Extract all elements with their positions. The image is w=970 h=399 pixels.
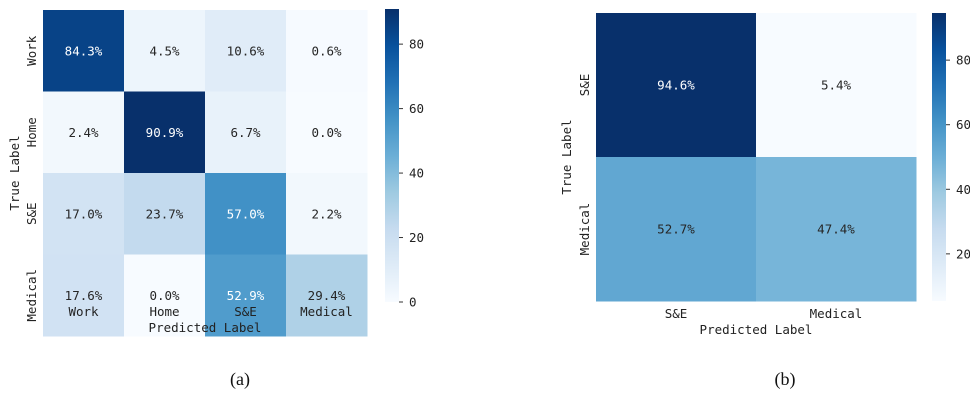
- colorbar-tick-label: 60: [409, 101, 424, 116]
- colorbar-tick-label: 80: [409, 37, 424, 52]
- y-tick-label: Home: [24, 117, 39, 147]
- heatmap-cell: [596, 13, 757, 158]
- heatmap-cell: [124, 10, 206, 92]
- colorbar-tick-label: 20: [956, 246, 970, 261]
- y-tick-label: S&E: [24, 202, 39, 225]
- cell-value-label: 47.4%: [817, 222, 855, 237]
- cell-value-label: 23.7%: [146, 206, 184, 221]
- cell-value-label: 17.0%: [65, 206, 103, 221]
- panel-label: (a): [230, 369, 250, 390]
- cell-value-label: 52.7%: [657, 222, 695, 237]
- x-tick-label: Medical: [810, 306, 863, 321]
- x-axis-label: Predicted Label: [700, 322, 813, 337]
- x-tick-label: Medical: [300, 304, 353, 319]
- heatmap-cell: [756, 13, 917, 158]
- heatmap-cell: [43, 173, 125, 255]
- y-tick-label: S&E: [577, 74, 592, 97]
- heatmap-cell: [286, 254, 368, 337]
- heatmap-cell: [43, 254, 125, 337]
- heatmap-cell: [205, 91, 287, 174]
- heatmap-cell: [205, 254, 287, 337]
- cell-value-label: 90.9%: [146, 125, 184, 140]
- cell-value-label: 2.2%: [311, 206, 342, 221]
- cell-value-label: 0.0%: [311, 125, 342, 140]
- heatmap-cell: [124, 91, 206, 174]
- heatmap-cell: [756, 157, 917, 302]
- x-tick-label: Home: [149, 304, 179, 319]
- heatmap-cell: [286, 10, 368, 92]
- cell-value-label: 17.6%: [65, 288, 103, 303]
- heatmap-cell: [596, 157, 757, 302]
- cell-value-label: 0.6%: [311, 43, 342, 58]
- heatmap-cell: [205, 173, 287, 255]
- y-axis-label: True Label: [559, 119, 574, 194]
- y-tick-label: Medical: [577, 203, 592, 256]
- heatmap-cell: [286, 173, 368, 255]
- colorbar-tick-label: 80: [956, 53, 970, 68]
- colorbar-tick-label: 40: [409, 166, 424, 181]
- heatmap-cell: [43, 10, 125, 92]
- cell-value-label: 5.4%: [821, 78, 852, 93]
- cell-value-label: 84.3%: [65, 43, 103, 58]
- y-tick-label: Medical: [24, 269, 39, 322]
- panel-label: (b): [775, 369, 796, 390]
- confusion-matrix-a: 84.3% 4.5% 10.6% 0.6% 2.4% 90.9% 6.7% 0.0% 17.0%…: [7, 9, 424, 390]
- y-tick-label: Work: [24, 35, 39, 66]
- x-tick-label: Work: [68, 304, 99, 319]
- heatmap-cell: [43, 91, 125, 174]
- confusion-matrix-b: 94.6% 5.4%52.7% 47.4%S&E MedicalS&EMedicalP…: [559, 13, 970, 390]
- x-axis-label: Predicted Label: [149, 320, 262, 335]
- colorbar-tick-label: 40: [956, 182, 970, 197]
- cell-value-label: 4.5%: [149, 43, 180, 58]
- cell-value-label: 6.7%: [230, 125, 261, 140]
- colorbar-tick-label: 0: [409, 295, 417, 310]
- colorbar: [385, 9, 399, 302]
- x-tick-label: S&E: [665, 306, 688, 321]
- colorbar-tick-label: 20: [409, 230, 424, 245]
- heatmap-cell: [124, 173, 206, 255]
- colorbar: [932, 13, 946, 301]
- heatmap-cell: [124, 254, 206, 337]
- cell-value-label: 57.0%: [227, 206, 265, 221]
- heatmap-cell: [286, 91, 368, 174]
- x-tick-label: S&E: [234, 304, 257, 319]
- cell-value-label: 94.6%: [657, 78, 695, 93]
- cell-value-label: 0.0%: [149, 288, 180, 303]
- colorbar-tick-label: 60: [956, 117, 970, 132]
- cell-value-label: 10.6%: [227, 43, 265, 58]
- heatmap-cell: [205, 10, 287, 92]
- y-axis-label: True Label: [7, 135, 22, 210]
- cell-value-label: 29.4%: [308, 288, 346, 303]
- cell-value-label: 52.9%: [227, 288, 265, 303]
- cell-value-label: 2.4%: [68, 125, 99, 140]
